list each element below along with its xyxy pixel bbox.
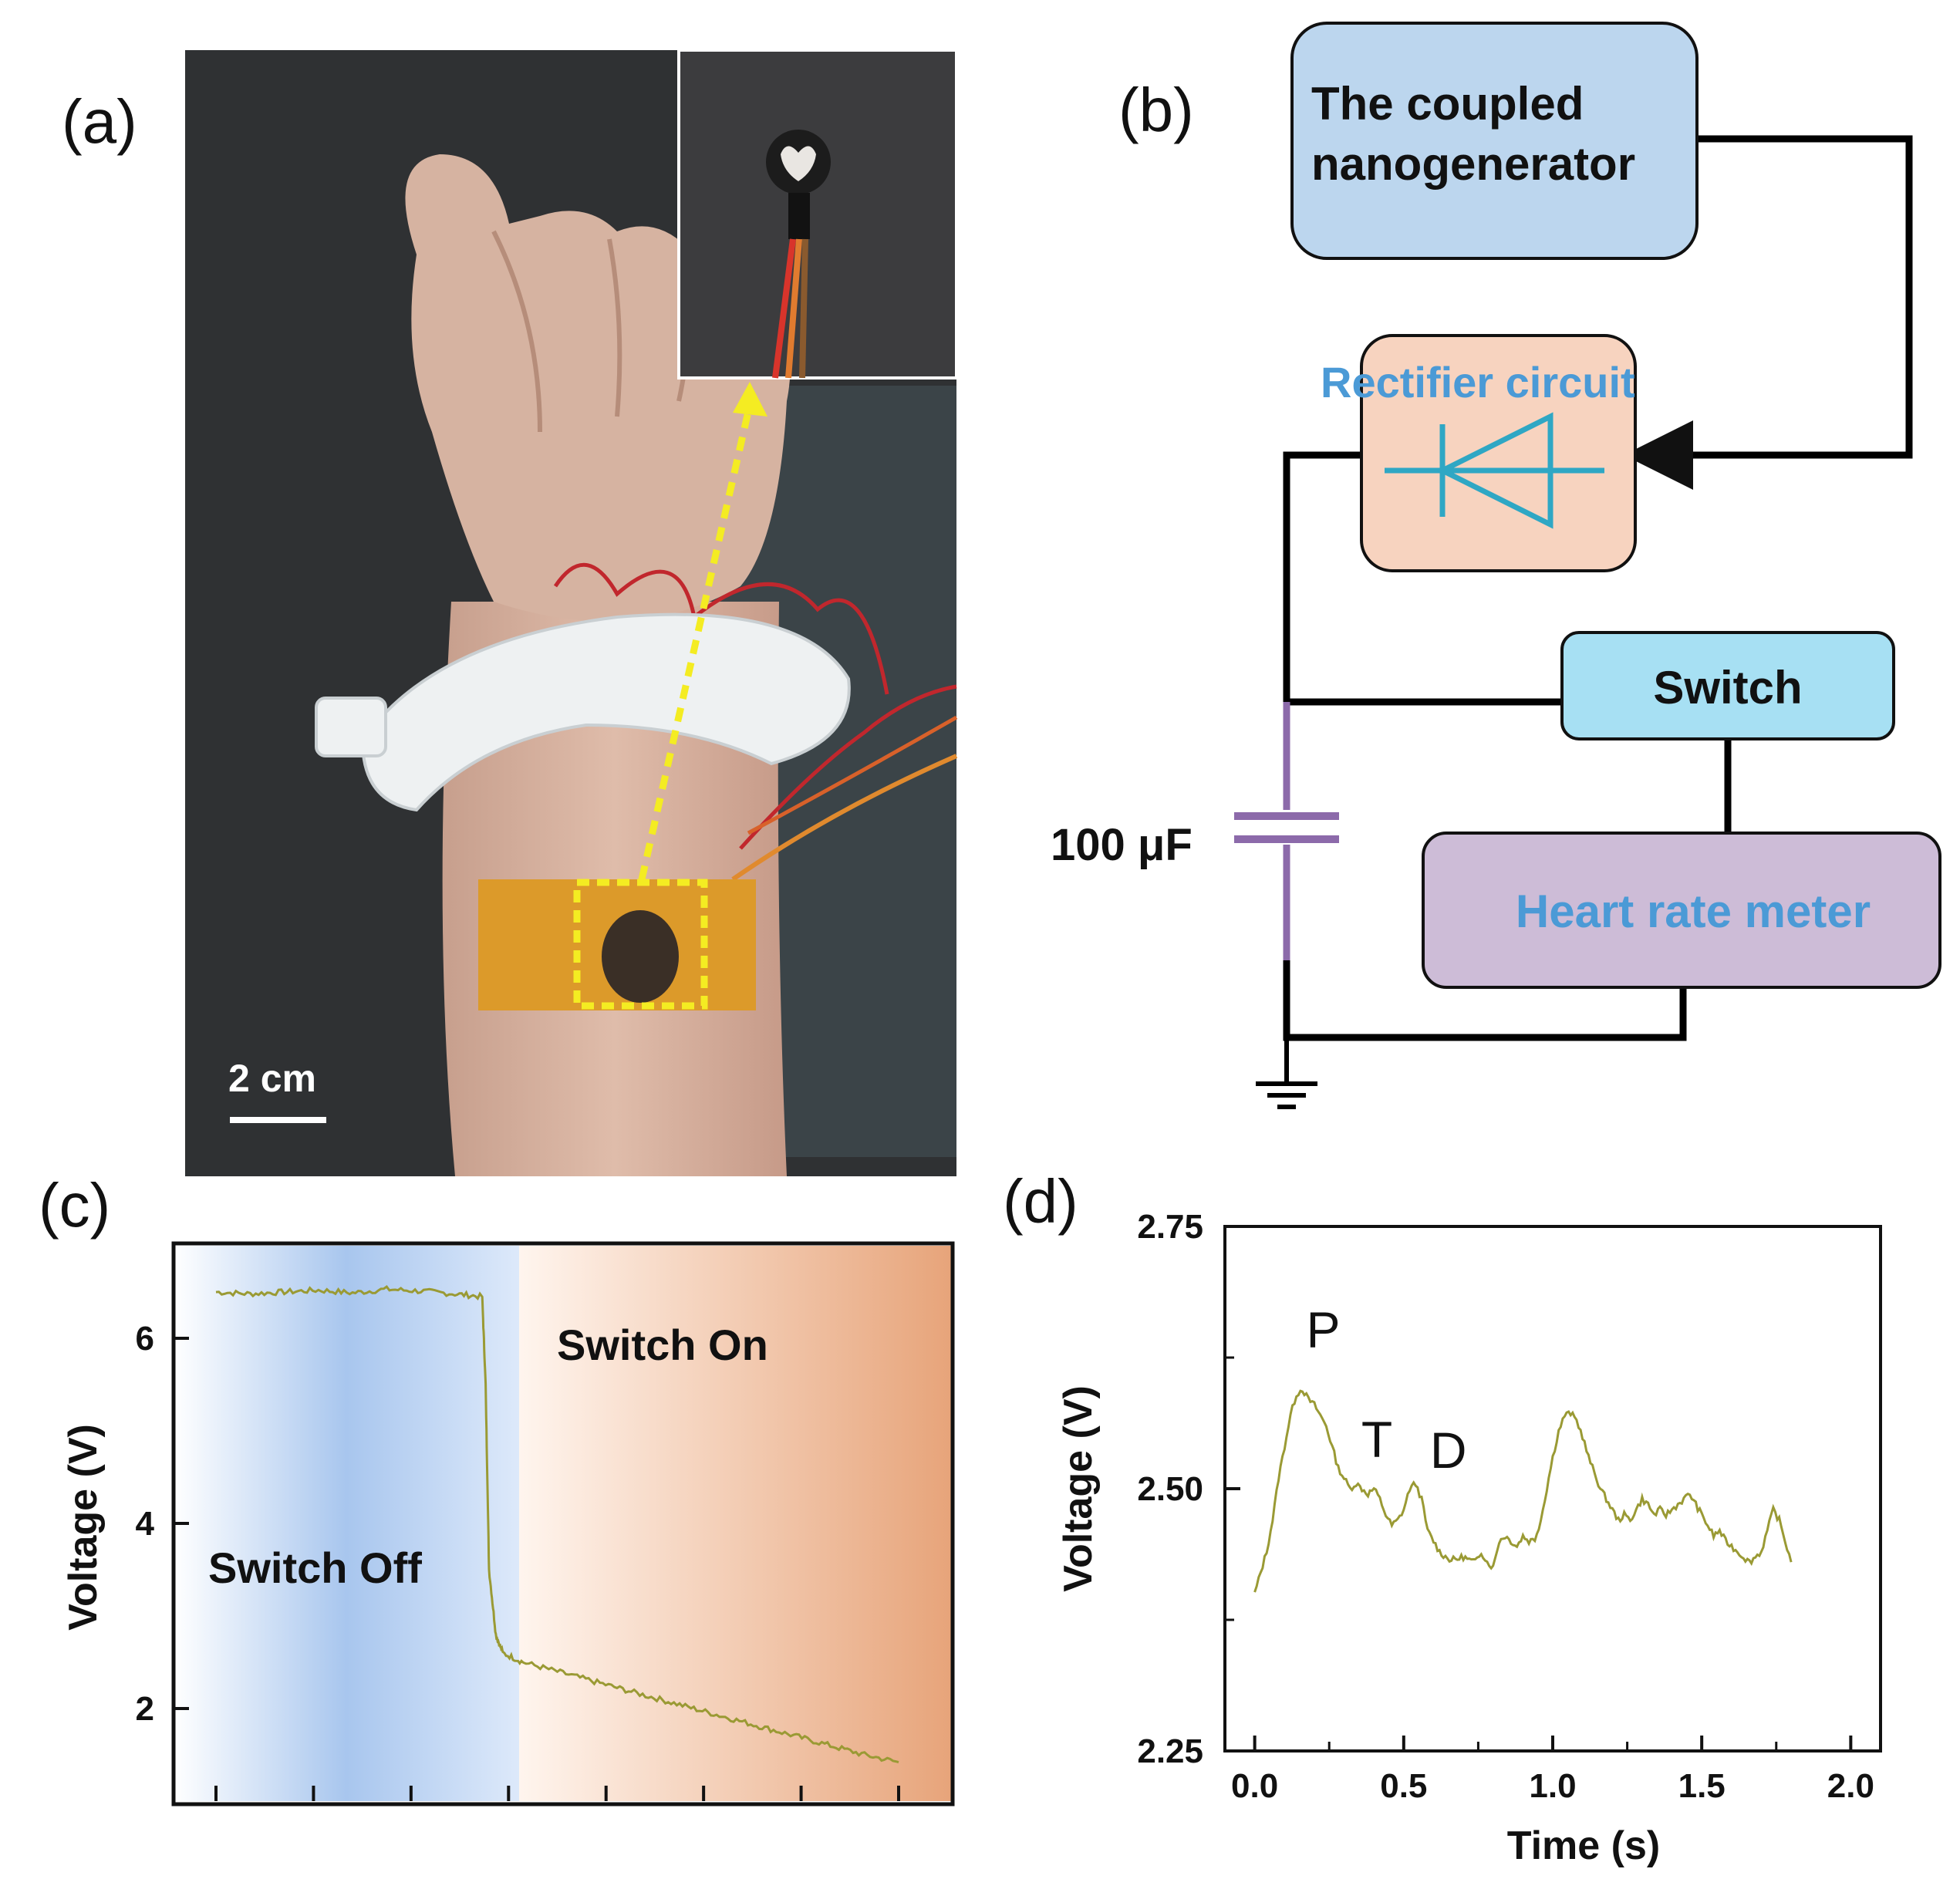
chart-d-y-tick-label: 2.25: [1137, 1732, 1203, 1770]
switch-label: Switch: [1653, 662, 1802, 713]
chart-d-annotations: PT D: [1306, 1300, 1466, 1478]
zoom-arrow: [638, 404, 754, 880]
chart-c-y-tick-label: 2: [136, 1690, 154, 1728]
panel-a-letter: (a): [62, 87, 137, 156]
chart-d-x-ticks: 0.0 0.5 1.0 1.5 2.0: [1231, 1736, 1874, 1805]
panel-d: (d) Voltage (V) Time (s) 2.25 2.50 2.75 0.…: [1003, 1167, 1882, 1868]
chart-c-x-ticks: [214, 1786, 900, 1801]
panel-c: (c) Switch Off Switch On Voltage (V) 2 4 6: [39, 1171, 955, 1806]
chart-d-y-ticks: 2.25 2.50 2.75: [1137, 1208, 1240, 1770]
switch-box: [1560, 631, 1895, 740]
panel-b-letter: (b): [1118, 76, 1194, 144]
chart-c-y-ticks: 2 4 6: [136, 1320, 189, 1728]
chart-d-x-tick-label: 1.0: [1529, 1767, 1576, 1805]
panel-a: (a): [62, 49, 958, 1176]
chart-d-y-tick-label: 2.75: [1137, 1208, 1203, 1246]
rectifier-box: [1360, 334, 1637, 572]
sensor-highlight-box: [573, 879, 708, 1010]
scale-bar-label: 2 cm: [228, 1057, 316, 1100]
switch-on-label: Switch On: [557, 1321, 768, 1369]
wrist-photo: 2 cm: [185, 49, 958, 1176]
chart-d-x-tick-label: 1.5: [1678, 1767, 1726, 1805]
switch-off-label: Switch Off: [208, 1543, 422, 1592]
chart-d-peak-label-t: T: [1361, 1411, 1392, 1468]
panel-b: (b) The coupled nanogenerator Rectifier …: [1051, 22, 1941, 1109]
heart-rate-meter-label: Heart rate meter: [1516, 886, 1871, 937]
chart-c-voltage-line: [215, 1285, 899, 1764]
chart-d-x-tick-label: 0.5: [1380, 1767, 1427, 1805]
capacitor-label: 100 μF: [1051, 820, 1193, 870]
sensor: [602, 910, 679, 1003]
rectifier-label: Rectifier circuit: [1321, 358, 1635, 406]
nanogenerator-label-line2: nanogenerator: [1311, 138, 1635, 190]
heart-rate-meter-box: [1422, 832, 1941, 989]
panel-d-letter: (d): [1003, 1167, 1078, 1236]
chart-c-y-tick-label: 6: [136, 1320, 154, 1358]
nanogenerator-label-line1: The coupled: [1311, 78, 1584, 130]
chart-d-x-tick-label: 2.0: [1827, 1767, 1874, 1805]
wire-rectifier-to-switch: [1283, 451, 1562, 706]
sensor-inset: [677, 49, 958, 380]
chart-d-peak-label-p: P: [1306, 1300, 1340, 1358]
chart-d-ylabel: Voltage (V): [1056, 1385, 1101, 1592]
chart-d-xlabel: Time (s): [1507, 1823, 1660, 1868]
wire-ground-to-meter: [1283, 960, 1687, 1041]
chart-d-pulse-line: [1253, 1389, 1793, 1593]
panel-c-letter: (c): [39, 1171, 110, 1240]
bracelet: [360, 612, 851, 812]
chart-d-x-tick-label: 0.0: [1231, 1767, 1278, 1805]
chart-c-ylabel: Voltage (V): [61, 1424, 106, 1631]
wire-generator-to-rectifier: [1624, 135, 1913, 490]
diode-icon: [1385, 412, 1604, 529]
switch-off-region: [174, 1246, 519, 1801]
chart-d-peak-label-d: D: [1430, 1422, 1467, 1479]
chart-c-y-tick-label: 4: [136, 1505, 155, 1543]
ground-icon: [1256, 1081, 1317, 1109]
nanogenerator-box: [1290, 22, 1699, 260]
chart-d-y-tick-label: 2.50: [1137, 1470, 1203, 1508]
switch-on-region: [519, 1246, 951, 1801]
